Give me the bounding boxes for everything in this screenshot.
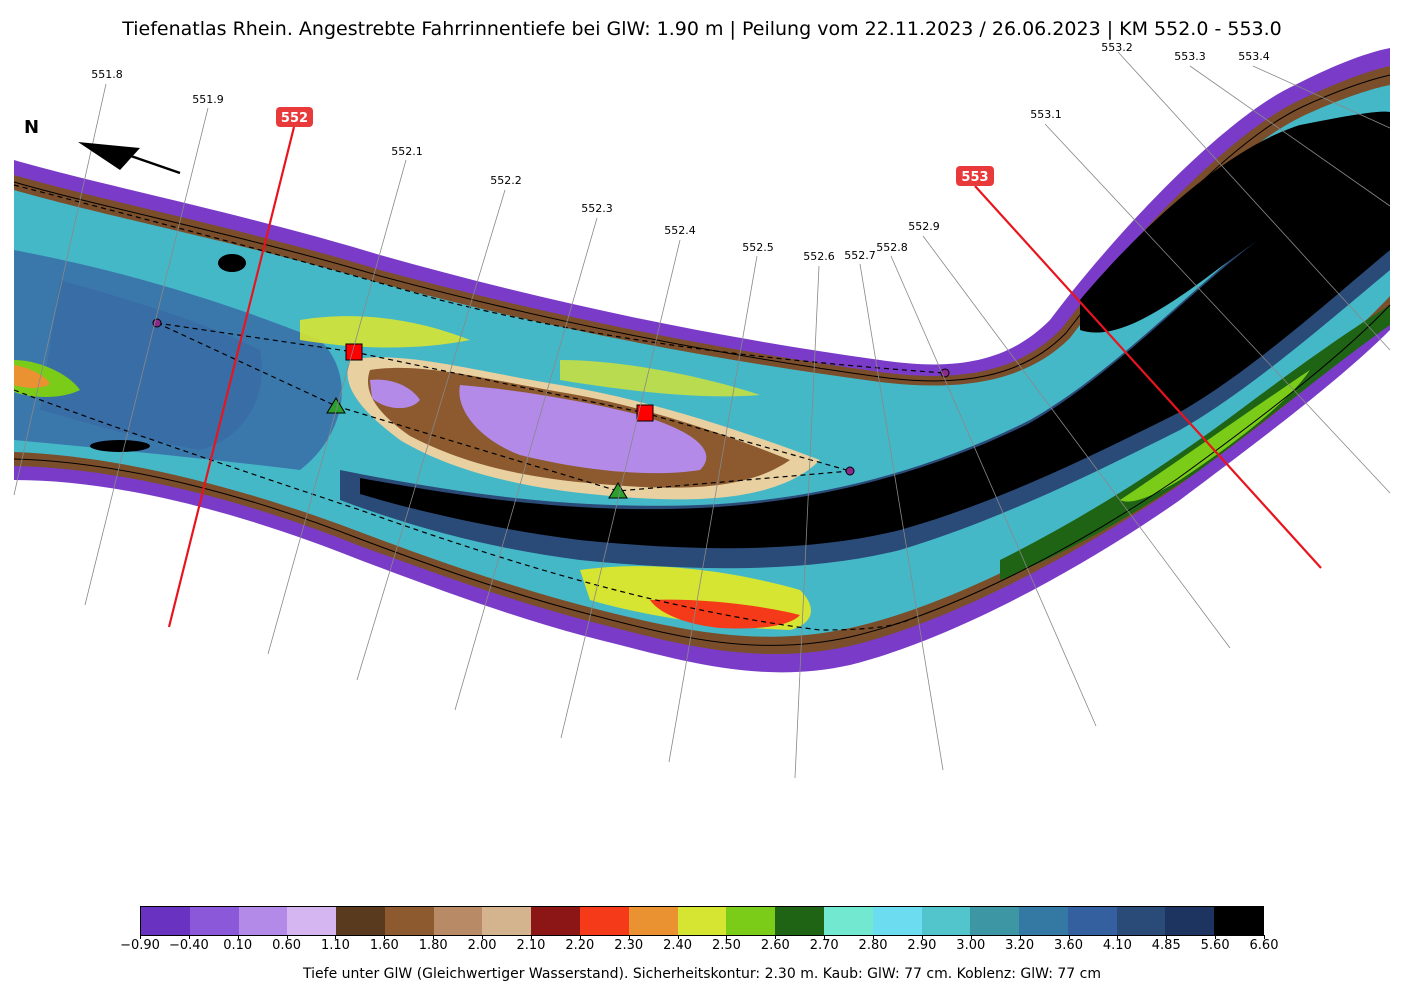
colorbar-segment	[580, 907, 629, 935]
km-label: 552.4	[664, 224, 696, 237]
colorbar-tick-label: 3.00	[941, 935, 1001, 953]
km-label: 552.5	[742, 241, 774, 254]
colorbar-tick-label: 2.90	[892, 935, 952, 953]
red-square-marker	[345, 343, 363, 361]
colorbar-tick-label: 2.70	[794, 935, 854, 953]
km-label: 552.2	[490, 174, 522, 187]
colorbar-segment	[531, 907, 581, 935]
colorbar-tick-label: 3.60	[1039, 935, 1099, 953]
river-channel	[13, 48, 1391, 673]
km-label: 553.3	[1174, 50, 1206, 63]
colorbar-segment	[628, 907, 678, 935]
colorbar-segment	[336, 907, 385, 935]
colorbar-segment	[970, 907, 1020, 935]
km-badge: 553	[961, 170, 988, 185]
km-label: 553.2	[1101, 41, 1133, 54]
colorbar-segment	[433, 907, 483, 935]
colorbar-tick-label: −0.40	[159, 935, 219, 953]
km-label: 551.8	[91, 68, 123, 81]
colorbar-tick-label: 3.20	[990, 935, 1050, 953]
colorbar-segment	[141, 907, 190, 935]
colorbar-tick-label: 1.80	[403, 935, 463, 953]
colorbar-segment	[872, 907, 922, 935]
north-arrow: N	[24, 117, 181, 175]
colorbar-tick-label: 2.10	[501, 935, 561, 953]
colorbar-segment	[384, 907, 434, 935]
fairway-lines	[13, 184, 946, 631]
km-label: 552.7	[844, 249, 876, 262]
km-badge: 552	[281, 111, 308, 126]
red-square-marker	[636, 404, 654, 422]
colorbar-segment	[482, 907, 532, 935]
colorbar-segment	[1116, 907, 1166, 935]
colorbar-tick-label: 0.10	[208, 935, 268, 953]
colorbar-tick-label: 2.50	[696, 935, 756, 953]
purple-dot-marker	[845, 466, 855, 476]
map-title: Tiefenatlas Rhein. Angestrebte Fahrrinne…	[122, 18, 1282, 40]
colorbar-tick-label: 1.10	[305, 935, 365, 953]
colorbar-tick-label: 2.20	[550, 935, 610, 953]
km-label: 552.8	[876, 241, 908, 254]
colorbar-segment	[726, 907, 776, 935]
colorbar-tick-label: 4.85	[1136, 935, 1196, 953]
colorbar-segment	[775, 907, 824, 935]
colorbar-label: Tiefe unter GlW (Gleichwertiger Wasserst…	[303, 966, 1101, 982]
colorbar-tick-label: 2.80	[843, 935, 903, 953]
colorbar-segment	[1019, 907, 1068, 935]
colorbar-ticks: −0.90 −0.40 0.10 0.60 1.10 1.60 1.80 2.00 2.10 2.…	[120, 935, 1278, 958]
colorbar-tick-label: 2.30	[599, 935, 659, 953]
north-label: N	[24, 117, 39, 138]
colorbar-segment	[189, 907, 239, 935]
colorbar-segment	[1067, 907, 1117, 935]
km-label: 553.4	[1238, 50, 1270, 63]
colorbar-tick-label: 2.40	[648, 935, 708, 953]
colorbar-segment	[238, 907, 288, 935]
green-triangle-marker	[326, 397, 346, 414]
km-label: 552.9	[908, 220, 940, 233]
colorbar-tick-label: 2.00	[452, 935, 512, 953]
km-labels: 551.8 551.9 552.1 552.2 552.3 552.4 552.…	[91, 41, 1270, 263]
km-label: 553.1	[1030, 108, 1062, 121]
km-marker-552: 552	[167, 107, 313, 628]
colorbar-segment	[1165, 907, 1215, 935]
colorbar-tick-label: 2.60	[745, 935, 805, 953]
colorbar-segment	[677, 907, 727, 935]
markers	[152, 318, 950, 499]
depth-colorbar	[140, 906, 1264, 936]
colorbar-segment	[921, 907, 971, 935]
colorbar-segment	[287, 907, 337, 935]
km-label: 552.1	[391, 145, 423, 158]
colorbar-tick-label: 4.10	[1087, 935, 1147, 953]
colorbar-tick-label: −0.90	[110, 935, 170, 953]
colorbar-segment	[823, 907, 873, 935]
colorbar-tick-label: 6.60	[1234, 935, 1294, 953]
km-label: 552.3	[581, 202, 613, 215]
km-profile-lines	[13, 51, 1391, 779]
km-marker-553: 553	[956, 166, 1322, 569]
km-label: 551.9	[192, 93, 224, 106]
km-label: 552.6	[803, 250, 835, 263]
colorbar-tick-label: 1.60	[354, 935, 414, 953]
depth-map: 551.8 551.9 552.1 552.2 552.3 552.4 552.…	[13, 41, 1391, 779]
colorbar-tick-label: 0.60	[257, 935, 317, 953]
colorbar-segment	[1214, 907, 1263, 935]
colorbar-tick-label: 5.60	[1185, 935, 1245, 953]
